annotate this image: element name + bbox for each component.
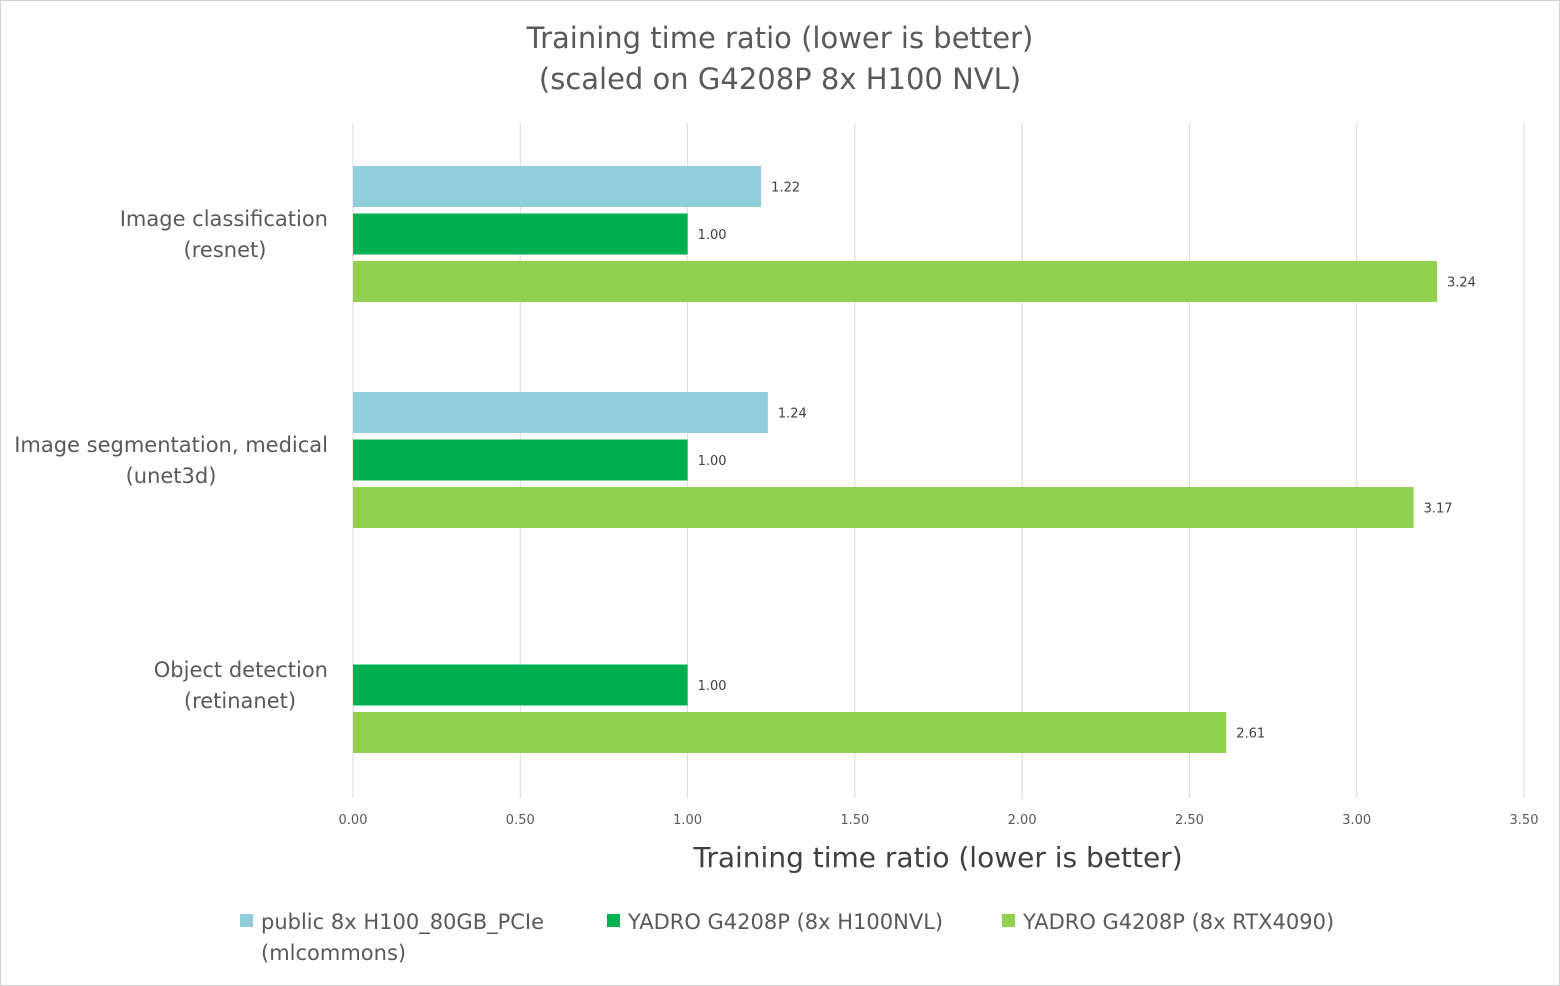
bar [353, 439, 688, 481]
bar [353, 392, 768, 433]
category-label: Object detection [154, 658, 328, 682]
bar [353, 261, 1438, 302]
data-label: 1.00 [698, 454, 727, 469]
category-sublabel: (unet3d) [126, 464, 217, 488]
data-label: 2.61 [1236, 727, 1265, 742]
legend-label: YADRO G4208P (8x H100NVL) [627, 910, 943, 934]
x-tick-label: 1.00 [673, 813, 702, 828]
x-tick-label: 0.50 [506, 813, 535, 828]
bar [353, 664, 688, 706]
data-label: 1.00 [698, 228, 727, 243]
legend-swatch [607, 914, 620, 927]
legend-label: YADRO G4208P (8x RTX4090) [1022, 910, 1334, 934]
x-tick-label: 2.50 [1175, 813, 1204, 828]
legend-swatch [1002, 914, 1015, 927]
bar [353, 213, 688, 255]
bar [353, 487, 1414, 528]
data-label: 1.24 [778, 407, 807, 422]
legend-swatch [240, 914, 253, 927]
category-label: Image segmentation, medical [14, 433, 328, 457]
x-tick-label: 0.00 [339, 813, 368, 828]
x-tick-label: 3.50 [1510, 813, 1539, 828]
chart-title: Training time ratio (lower is better) [526, 21, 1034, 55]
x-tick-label: 1.50 [840, 813, 869, 828]
legend-label: (mlcommons) [261, 941, 406, 965]
data-label: 1.00 [698, 679, 727, 694]
category-sublabel: (retinanet) [184, 689, 296, 713]
data-label: 3.17 [1424, 502, 1453, 517]
x-tick-label: 3.00 [1342, 813, 1371, 828]
data-label: 1.22 [771, 181, 800, 196]
category-label: Image classification [120, 207, 328, 231]
x-axis-title: Training time ratio (lower is better) [692, 841, 1182, 874]
category-sublabel: (resnet) [184, 238, 267, 262]
bar [353, 166, 762, 207]
chart-subtitle: (scaled on G4208P 8x H100 NVL) [539, 62, 1021, 96]
data-label: 3.24 [1447, 276, 1476, 291]
x-tick-label: 2.00 [1008, 813, 1037, 828]
legend-label: public 8x H100_80GB_PCIe [261, 910, 544, 935]
bar [353, 712, 1227, 753]
